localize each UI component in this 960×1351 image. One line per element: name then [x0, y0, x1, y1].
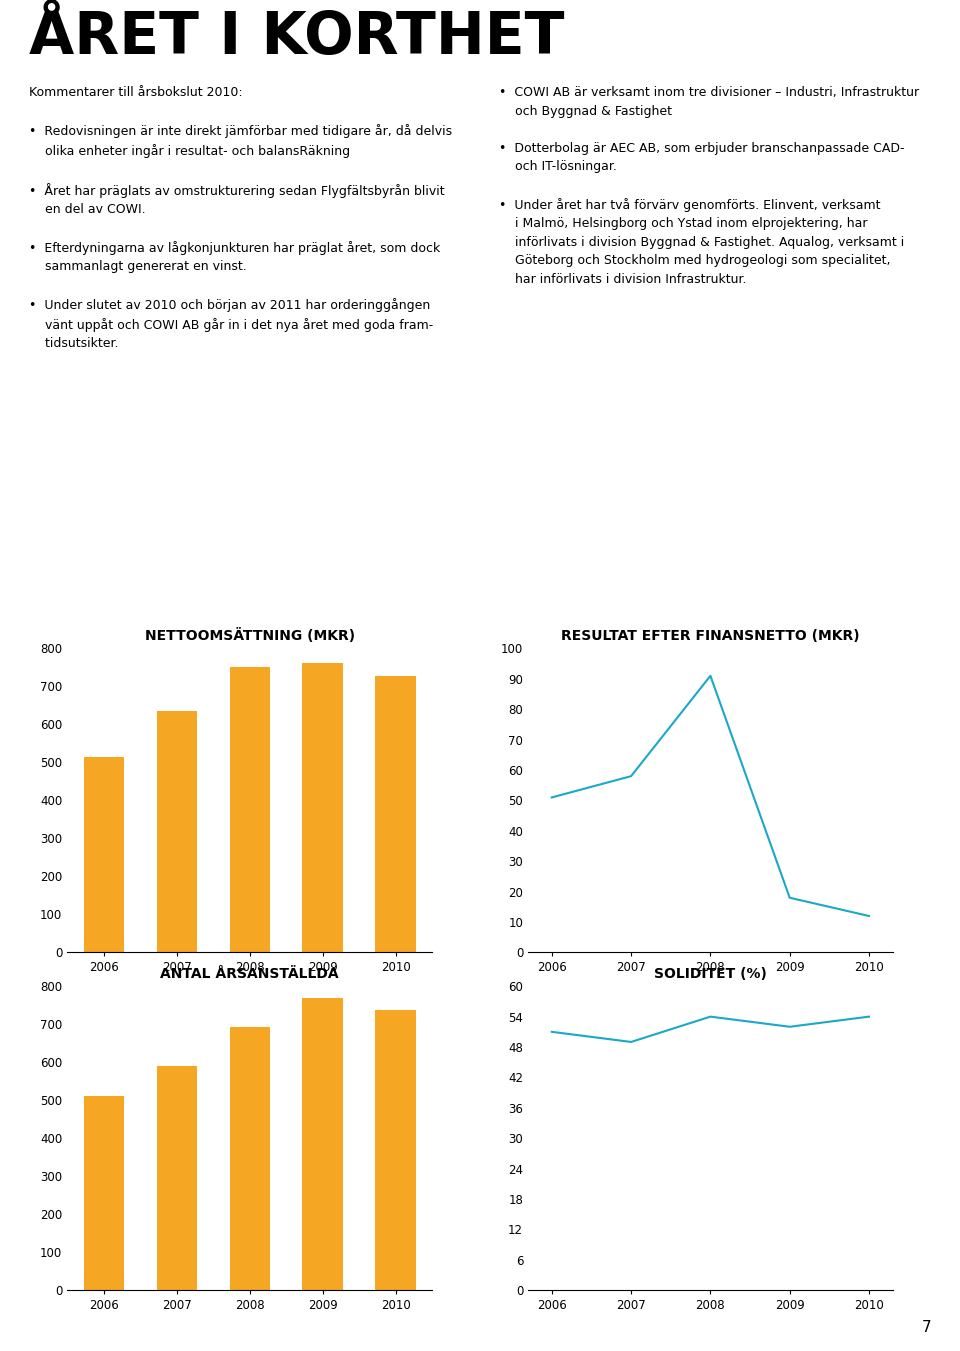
Title: SOLIDITET (%): SOLIDITET (%) [654, 967, 767, 981]
Title: ANTAL ÅRSANSTÄLLDA: ANTAL ÅRSANSTÄLLDA [160, 967, 339, 981]
Title: RESULTAT EFTER FINANSNETTO (MKR): RESULTAT EFTER FINANSNETTO (MKR) [561, 630, 860, 643]
Bar [302, 998, 343, 1290]
Bar [375, 677, 416, 952]
Text: Kommentarer till årsbokslut 2010:

•  Redovisningen är inte direkt jämförbar med: Kommentarer till årsbokslut 2010: • Redo… [29, 86, 452, 350]
Bar [84, 1096, 124, 1290]
Bar [302, 663, 343, 952]
Text: ÅRET I KORTHET: ÅRET I KORTHET [29, 8, 564, 66]
Bar [229, 1027, 270, 1290]
Text: 7: 7 [922, 1320, 931, 1335]
Bar [229, 667, 270, 952]
Bar [375, 1009, 416, 1290]
Bar [156, 711, 197, 952]
Bar [156, 1066, 197, 1290]
Bar [84, 757, 124, 952]
Title: NETTOOMSÄTTNING (MKR): NETTOOMSÄTTNING (MKR) [145, 628, 354, 643]
Text: •  COWI AB är verksamt inom tre divisioner – Industri, Infrastruktur
    och Byg: • COWI AB är verksamt inom tre divisione… [499, 86, 920, 286]
